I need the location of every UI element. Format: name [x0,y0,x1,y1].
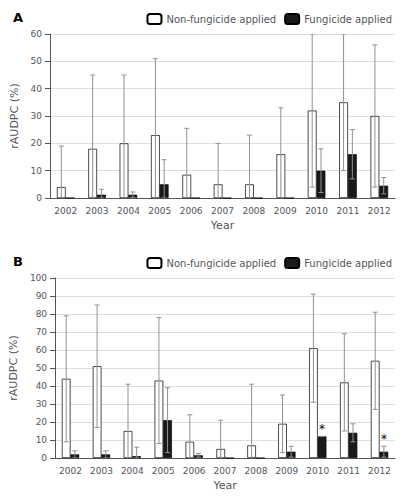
svg-text:2009: 2009 [275,466,298,476]
svg-text:0: 0 [41,453,47,463]
svg-text:20: 20 [31,138,43,148]
svg-text:*: * [319,422,325,436]
svg-text:2012: 2012 [368,206,391,216]
svg-text:Fungicide applied: Fungicide applied [304,258,392,269]
svg-text:B: B [13,254,23,269]
svg-text:80: 80 [36,309,48,319]
svg-text:60: 60 [36,345,48,355]
svg-text:*: * [381,432,387,446]
svg-text:2003: 2003 [90,466,113,476]
svg-text:30: 30 [31,111,43,121]
svg-text:70: 70 [36,327,48,337]
svg-text:0: 0 [36,193,42,203]
svg-text:2002: 2002 [54,206,77,216]
svg-text:50: 50 [36,363,48,373]
svg-text:2005: 2005 [152,466,175,476]
svg-text:100: 100 [30,273,47,283]
svg-text:90: 90 [36,291,48,301]
svg-text:2007: 2007 [214,466,237,476]
svg-text:2002: 2002 [59,466,82,476]
svg-text:2006: 2006 [183,466,206,476]
svg-text:2006: 2006 [180,206,203,216]
svg-text:40: 40 [36,381,48,391]
svg-text:Non-fungicide applied: Non-fungicide applied [166,14,276,25]
svg-text:2008: 2008 [244,466,267,476]
svg-text:40: 40 [31,84,43,94]
svg-text:30: 30 [36,399,48,409]
svg-text:10: 10 [31,166,43,176]
svg-text:rAUDPC (%): rAUDPC (%) [7,335,20,400]
svg-text:Year: Year [212,479,237,492]
svg-text:A: A [13,10,23,25]
svg-text:Year: Year [210,219,235,232]
svg-text:2011: 2011 [337,466,360,476]
svg-text:10: 10 [36,435,48,445]
svg-text:2004: 2004 [121,466,144,476]
svg-text:Non-fungicide applied: Non-fungicide applied [166,258,276,269]
svg-text:2010: 2010 [305,206,328,216]
svg-text:Fungicide applied: Fungicide applied [304,14,392,25]
svg-text:2007: 2007 [211,206,234,216]
svg-text:50: 50 [31,56,43,66]
svg-text:20: 20 [36,417,48,427]
svg-text:2009: 2009 [274,206,297,216]
svg-text:2008: 2008 [242,206,265,216]
svg-text:2012: 2012 [368,466,391,476]
svg-text:2011: 2011 [337,206,360,216]
svg-text:rAUDPC (%): rAUDPC (%) [8,83,21,148]
svg-text:60: 60 [31,29,43,39]
svg-text:2003: 2003 [86,206,109,216]
svg-text:2005: 2005 [148,206,171,216]
svg-text:2010: 2010 [306,466,329,476]
svg-text:2004: 2004 [117,206,140,216]
